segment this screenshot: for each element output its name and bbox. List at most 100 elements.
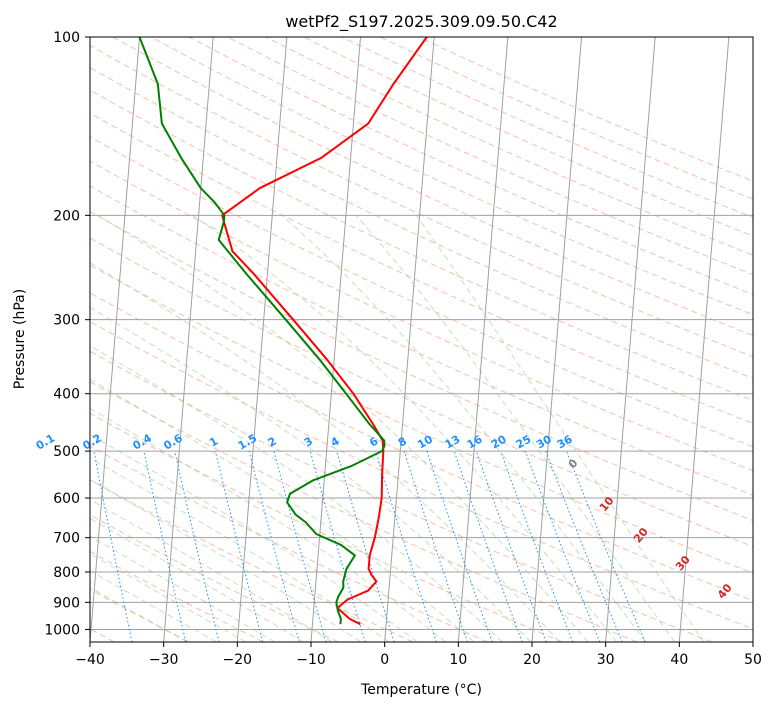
- isotherm: [752, 635, 753, 642]
- moist-adiabat: [90, 457, 390, 642]
- dry-adiabat: [90, 588, 190, 642]
- mixing-ratio-label: 13: [443, 433, 463, 452]
- mixing-ratio-line: [500, 450, 574, 642]
- mixing-ratio-label: 0.6: [161, 431, 185, 452]
- mixing-ratio-line: [93, 451, 133, 642]
- moist-adiabat: [192, 214, 618, 642]
- y-tick-label: 700: [53, 531, 80, 547]
- moist-adiabat: [90, 433, 418, 642]
- y-tick-label: 900: [53, 595, 80, 611]
- dry-adiabat: [90, 292, 753, 602]
- y-tick-label: 600: [53, 491, 80, 507]
- y-tick-label: 1000: [44, 622, 80, 638]
- mixing-ratio-line: [403, 450, 468, 642]
- mixing-ratio-line: [524, 450, 601, 642]
- chart-title: wetPf2_S197.2025.309.09.50.C42: [285, 12, 557, 32]
- isotherm: [236, 37, 288, 642]
- moist-adiabat: [90, 345, 503, 642]
- moist-adiabat: [90, 517, 304, 642]
- mixing-ratio-label: 20: [489, 432, 509, 451]
- moist-adiabat: [97, 214, 589, 642]
- mixing-ratio-label: 4: [328, 434, 341, 449]
- x-tick-label: 20: [523, 652, 541, 668]
- theta-e-label: 20: [631, 525, 651, 545]
- dry-adiabat: [90, 89, 753, 402]
- mixing-ratio-label: 10: [415, 432, 435, 451]
- mixing-ratio-label: 8: [396, 435, 409, 450]
- dry-adiabat: [90, 445, 488, 642]
- dry-adiabat: [90, 321, 753, 630]
- moist-adiabat: [90, 262, 560, 642]
- isotherm: [90, 37, 141, 642]
- mixing-ratio-line: [426, 450, 493, 642]
- mixing-ratio-label: 3: [302, 435, 315, 450]
- moist-adiabat: [90, 479, 361, 642]
- dry-adiabat: [90, 160, 753, 472]
- mixing-ratio-line: [475, 450, 547, 642]
- mixing-ratio-label: 1: [207, 435, 220, 450]
- isotherm: [163, 37, 214, 642]
- dry-adiabat: [112, 37, 753, 337]
- x-tick-label: 40: [670, 652, 688, 668]
- y-tick-label: 300: [53, 313, 80, 329]
- moist-adiabat: [90, 407, 446, 642]
- mixing-ratio-label: 16: [465, 432, 485, 451]
- mixing-ratio-label: 1.5: [236, 432, 259, 453]
- mixing-ratio-line: [174, 450, 220, 642]
- dry-adiabat: [90, 185, 753, 496]
- mixing-ratio-line: [143, 450, 187, 642]
- moist-adiabat: [90, 535, 275, 642]
- isotherm: [457, 37, 509, 642]
- dry-adiabat: [90, 45, 753, 358]
- moist-adiabat: [90, 499, 333, 642]
- mixing-ratio-label: 0.2: [81, 432, 104, 453]
- temperature-profile-line: [221, 37, 428, 626]
- y-tick-label: 100: [53, 30, 80, 46]
- dry-adiabat: [90, 550, 264, 642]
- mixing-ratio-label: 2: [266, 435, 279, 450]
- dewpoint-profile-line: [138, 37, 386, 625]
- x-tick-label: 50: [744, 652, 762, 668]
- x-axis-label: Temperature (°C): [360, 682, 482, 698]
- isotherm: [605, 37, 656, 642]
- y-tick-label: 500: [53, 444, 80, 460]
- mixing-ratio-line: [453, 450, 523, 642]
- x-tick-label: −20: [223, 652, 253, 668]
- theta-e-label: 30: [673, 553, 693, 573]
- x-tick-label: −30: [149, 652, 179, 668]
- y-tick-label: 800: [53, 565, 80, 581]
- y-tick-label: 200: [53, 208, 80, 224]
- dry-adiabat: [188, 37, 753, 296]
- plot-frame: [89, 36, 754, 643]
- mixing-ratio-line: [566, 450, 646, 642]
- y-tick-label: 400: [53, 387, 80, 403]
- x-tick-label: 10: [449, 652, 467, 668]
- mixing-ratio-line: [336, 450, 395, 642]
- x-tick-label: 30: [597, 652, 615, 668]
- theta-e-label: 0: [566, 456, 581, 470]
- dry-adiabat: [90, 514, 339, 642]
- moist-adiabat: [90, 570, 217, 642]
- mixing-ratio-line: [214, 450, 264, 642]
- mixing-ratio-label: 36: [555, 432, 575, 451]
- dry-adiabat: [90, 112, 753, 424]
- moist-adiabat: [415, 215, 705, 642]
- dry-adiabat: [90, 237, 753, 548]
- mixing-ratio-line: [309, 450, 366, 642]
- isotherm: [310, 37, 362, 642]
- mixing-ratio-line: [273, 450, 327, 642]
- x-tick-label: −40: [75, 652, 105, 668]
- isotherm: [678, 37, 730, 642]
- dry-adiabat: [90, 412, 563, 642]
- isotherm: [531, 37, 583, 642]
- moist-adiabat: [90, 586, 188, 642]
- mixing-ratio-line: [375, 450, 437, 642]
- dry-adiabat: [90, 211, 753, 522]
- x-tick-label: 0: [380, 652, 389, 668]
- moist-adiabat: [281, 214, 647, 642]
- mixing-ratio-line: [248, 450, 300, 642]
- mixing-ratio-line: [545, 450, 623, 642]
- mixing-ratio-label: 30: [534, 432, 554, 451]
- y-axis-label: Pressure (hPa): [12, 289, 28, 389]
